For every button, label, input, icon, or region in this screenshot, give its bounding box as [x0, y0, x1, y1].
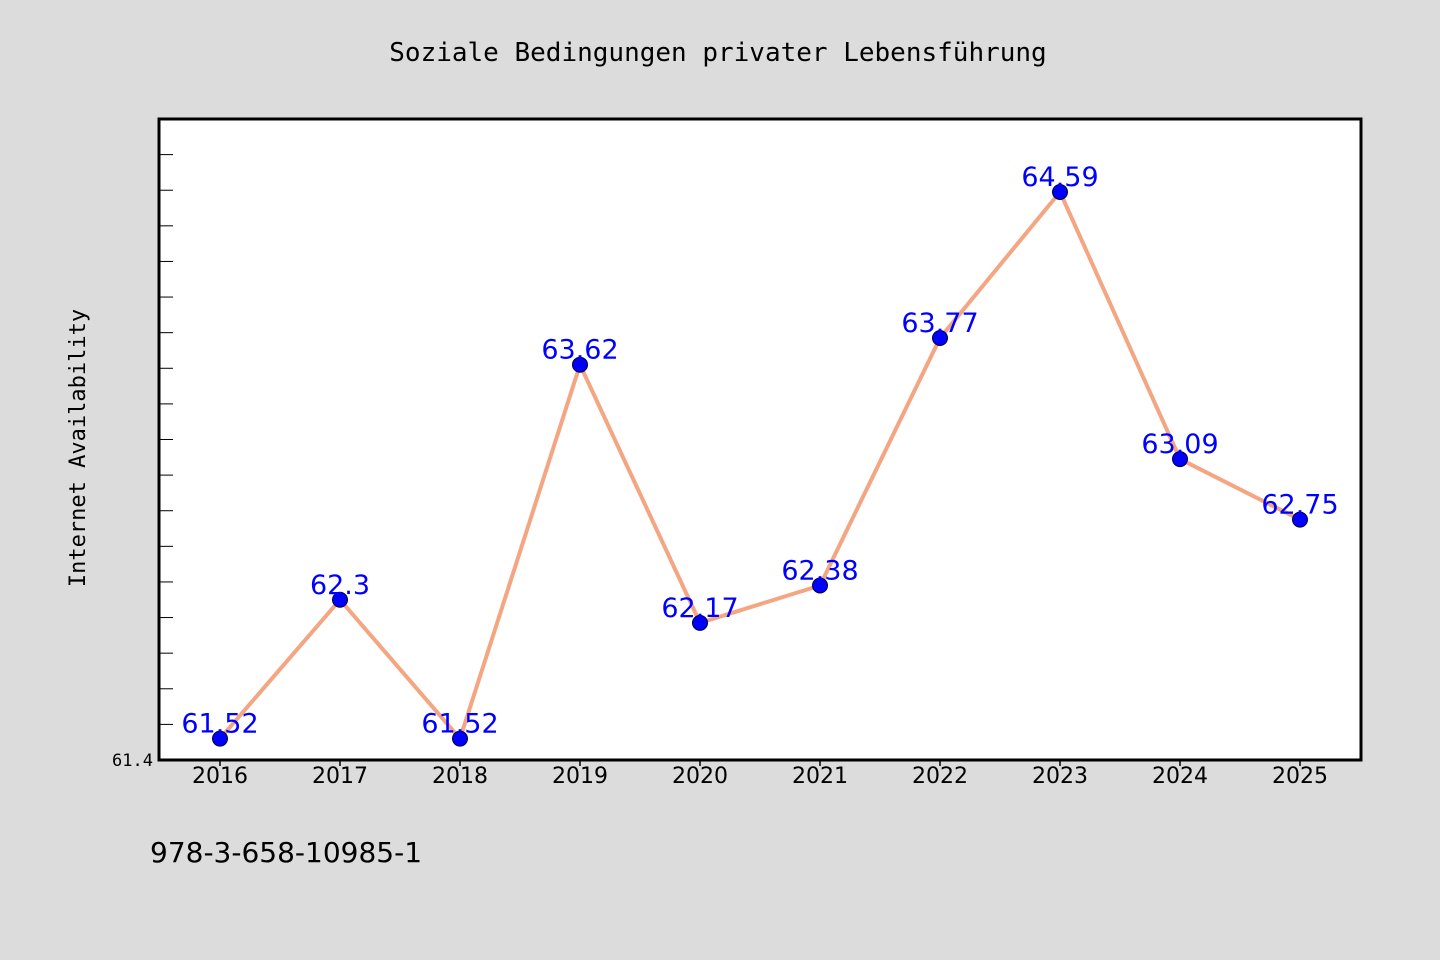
- data-point: [212, 730, 228, 747]
- data-label: 61.52: [421, 709, 498, 740]
- data-point: [1052, 184, 1068, 201]
- data-point: [1172, 451, 1188, 468]
- y-tick-labels: 61.4: [112, 751, 153, 771]
- data-markers: [212, 184, 1308, 747]
- data-point: [1292, 511, 1308, 528]
- y-axis-label: Internet Availability: [66, 309, 91, 587]
- x-tick-labels: 2016 2017 2018 2019 2020 2021 2022 2023 2024 2025: [192, 764, 1328, 789]
- data-label: 62.3: [310, 570, 370, 601]
- data-point: [812, 577, 828, 594]
- x-tick-label: 2017: [312, 764, 368, 789]
- plot-area: [157, 117, 1363, 762]
- data-point: [932, 330, 948, 347]
- data-label: 62.38: [781, 556, 858, 587]
- x-tick-label: 2022: [912, 764, 968, 789]
- x-tick-label: 2016: [192, 764, 248, 789]
- x-axis-ticks: [219, 760, 1301, 766]
- x-tick-label: 2018: [432, 764, 488, 789]
- y-tick-label: 61.4: [112, 751, 153, 771]
- data-point: [332, 591, 348, 608]
- chart-title: Soziale Bedingungen privater Lebensführu…: [389, 38, 1046, 68]
- x-tick-label: 2023: [1032, 764, 1088, 789]
- x-tick-label: 2021: [792, 764, 848, 789]
- data-label: 64.59: [1021, 162, 1098, 193]
- data-label: 61.52: [181, 709, 258, 740]
- data-point: [572, 356, 588, 373]
- data-label: 63.77: [901, 308, 978, 339]
- x-tick-label: 2024: [1152, 764, 1208, 789]
- x-tick-label: 2019: [552, 764, 608, 789]
- series-line: [218, 190, 1301, 741]
- data-point: [692, 614, 708, 631]
- x-tick-label: 2020: [672, 764, 728, 789]
- data-labels: 61.52 62.3 61.52 63.62 62.17 62.38 63.77 64.59 6…: [181, 162, 1338, 740]
- y-minor-ticks: [159, 154, 173, 761]
- data-label: 62.75: [1261, 490, 1338, 521]
- footer-isbn: 978-3-658-10985-1: [150, 836, 422, 869]
- data-label: 63.09: [1141, 429, 1218, 460]
- x-tick-label: 2025: [1272, 764, 1328, 789]
- data-point: [452, 730, 468, 747]
- data-label: 63.62: [541, 335, 618, 366]
- data-label: 62.17: [661, 593, 738, 624]
